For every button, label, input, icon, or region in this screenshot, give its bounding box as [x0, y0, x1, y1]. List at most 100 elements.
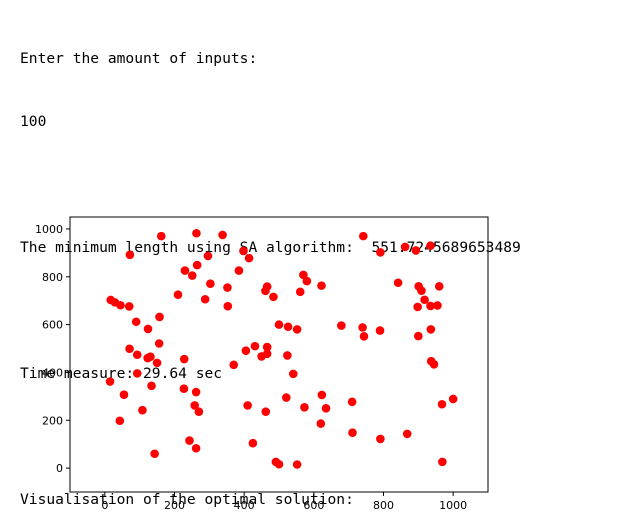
data-point [433, 301, 442, 310]
data-point [262, 282, 272, 291]
data-point [223, 301, 233, 311]
data-point [393, 278, 403, 288]
data-point [192, 260, 202, 270]
data-point [448, 394, 458, 404]
data-point [192, 228, 201, 238]
data-point [376, 434, 385, 444]
y-tick-label: 400 [42, 366, 63, 379]
data-point [187, 271, 197, 280]
data-point [402, 429, 412, 439]
data-point [206, 279, 215, 289]
data-point [143, 353, 152, 363]
data-point [248, 438, 258, 448]
x-tick-label: 400 [234, 499, 255, 512]
plot-frame [69, 216, 489, 493]
time-measure: Time measure: 29.64 sec [20, 365, 223, 382]
x-tick-label: 600 [303, 499, 324, 512]
data-point [274, 320, 284, 329]
input-prompt: Enter the amount of inputs: [20, 50, 258, 67]
result-line: The minimum length using SA algorithm: 5… [20, 237, 521, 258]
data-point [173, 290, 183, 300]
data-point [413, 302, 422, 312]
data-point [179, 384, 189, 394]
data-point [125, 250, 135, 260]
data-point [229, 360, 239, 370]
x-tick-label: 800 [373, 499, 394, 512]
data-point [152, 358, 162, 368]
y-tick-label: 800 [42, 271, 63, 284]
data-point [316, 419, 326, 428]
data-point [438, 457, 447, 467]
data-point [337, 321, 346, 330]
data-point [105, 377, 115, 386]
plot-axes: 0 200 400 600 800 1000 0 200 400 600 800 1000 [35, 223, 467, 512]
data-point [292, 460, 302, 469]
data-point [223, 283, 232, 292]
data-point [411, 246, 421, 255]
console-output: Enter the amount of inputs: 100 The mini… [20, 6, 521, 531]
data-point [138, 405, 147, 415]
data-point [150, 449, 159, 459]
data-point [203, 251, 213, 261]
data-point [262, 342, 272, 352]
data-point [218, 230, 227, 240]
data-point [358, 323, 367, 332]
data-point [283, 322, 293, 332]
data-point [262, 349, 272, 359]
y-tick-label: 600 [42, 319, 63, 332]
data-point [282, 393, 291, 402]
data-point [241, 346, 251, 355]
data-point [359, 332, 369, 341]
data-point [302, 276, 312, 286]
data-point [429, 360, 439, 369]
data-point [283, 351, 292, 360]
data-point [426, 241, 435, 250]
data-point [191, 443, 201, 453]
data-point [194, 407, 204, 416]
data-point [156, 231, 166, 241]
data-point [420, 295, 429, 305]
data-point [417, 286, 426, 295]
data-point [244, 253, 254, 263]
data-point [321, 404, 331, 413]
data-point [348, 428, 357, 438]
data-point [125, 344, 134, 354]
result-value: 551.7245689653489 [371, 239, 521, 256]
data-point [292, 325, 302, 334]
x-tick-label: 0 [101, 499, 108, 512]
plot-marks [105, 228, 458, 469]
data-point [155, 312, 164, 322]
data-point [132, 369, 142, 378]
data-point [437, 399, 447, 409]
data-point [426, 325, 436, 334]
data-point [250, 341, 260, 351]
result-label: The minimum length using SA algorithm: [20, 239, 354, 256]
data-point [115, 416, 125, 426]
data-point [239, 246, 248, 256]
data-point [400, 242, 410, 252]
data-point [116, 300, 125, 310]
x-tick-label: 1000 [439, 499, 467, 512]
data-point [243, 401, 252, 410]
data-point [154, 339, 164, 348]
data-point [179, 354, 189, 364]
data-point [143, 324, 153, 334]
data-point [295, 287, 305, 297]
y-tick-label: 1000 [35, 223, 63, 236]
data-point [347, 397, 357, 407]
data-point [414, 331, 423, 341]
data-point [234, 266, 244, 275]
data-point [434, 282, 444, 291]
data-point [375, 326, 385, 335]
data-point [300, 403, 309, 412]
data-point [191, 387, 201, 397]
x-tick-label: 200 [164, 499, 185, 512]
y-tick-label: 0 [56, 462, 63, 475]
input-value: 100 [20, 113, 47, 130]
data-point [269, 292, 278, 302]
y-tick-label: 200 [42, 414, 63, 427]
data-point [131, 317, 141, 327]
data-point [317, 281, 326, 290]
data-point [132, 350, 142, 360]
